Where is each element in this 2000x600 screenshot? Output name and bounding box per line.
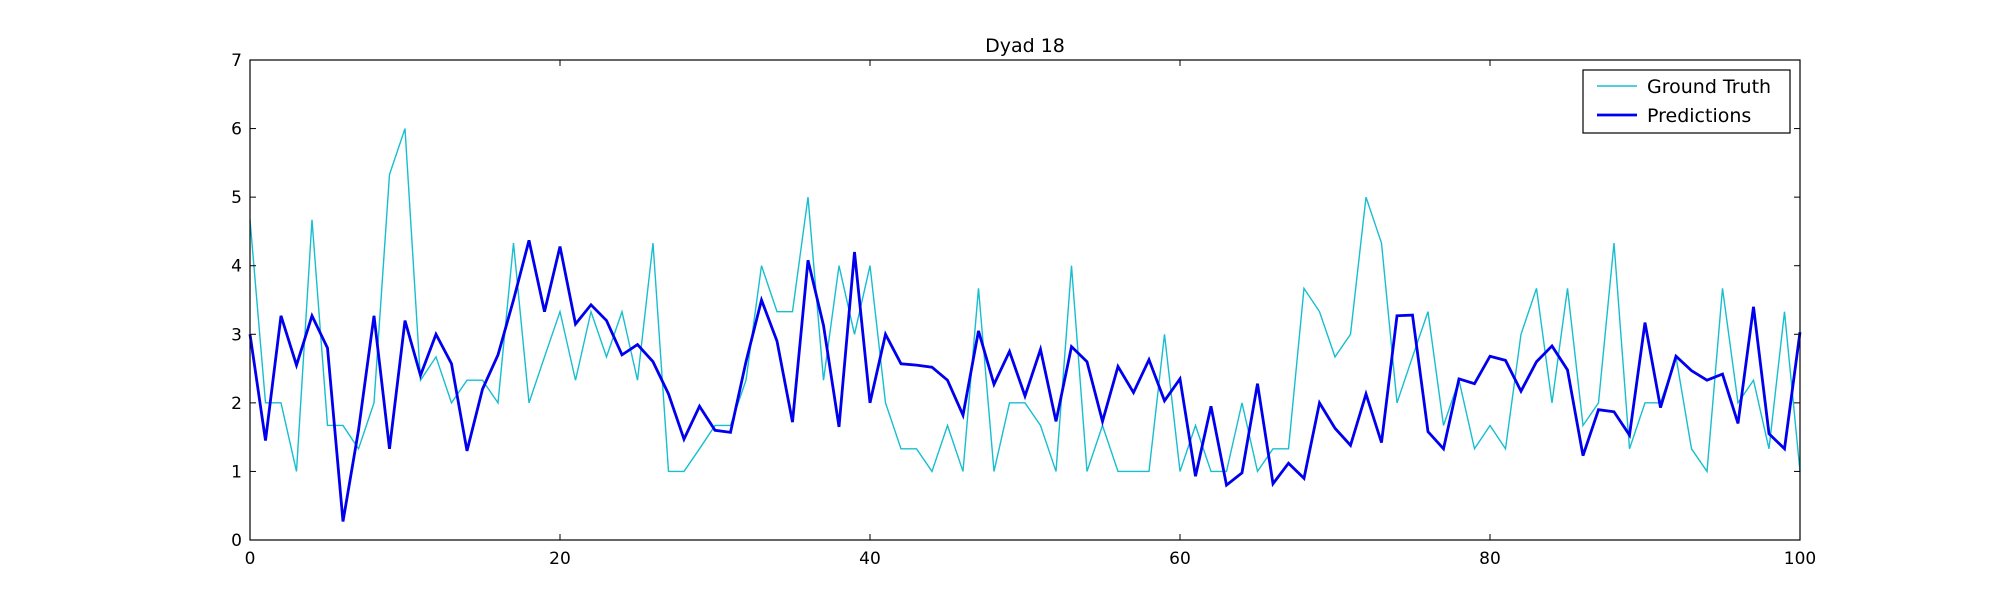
axis-layer: 0 20 40 60 80 100 0 1 2 3 4 5 6 7 <box>231 51 1816 569</box>
y-tick-label: 1 <box>231 462 242 482</box>
y-tick-label: 2 <box>231 394 242 414</box>
series-layer <box>248 128 1802 522</box>
y-tick-label: 6 <box>231 120 242 140</box>
y-tick-label: 0 <box>231 531 242 551</box>
x-tick-label: 60 <box>1169 549 1191 569</box>
y-tick-label: 5 <box>231 188 242 208</box>
y-tick-label: 3 <box>231 325 242 345</box>
x-tick-label: 80 <box>1479 549 1501 569</box>
x-tick-label: 100 <box>1784 549 1816 569</box>
x-tick-label: 20 <box>549 549 571 569</box>
x-tick-label: 0 <box>245 549 256 569</box>
plot-frame <box>249 59 1801 541</box>
legend-label-ground-truth: Ground Truth <box>1647 76 1771 98</box>
series-line-predictions <box>248 239 1802 522</box>
legend-label-predictions: Predictions <box>1647 105 1751 127</box>
y-tick-label: 4 <box>231 257 242 277</box>
legend: Ground Truth Predictions <box>1582 69 1791 134</box>
chart-title: Dyad 18 <box>985 35 1065 57</box>
x-tick-label: 40 <box>859 549 881 569</box>
y-tick-label: 7 <box>231 51 242 71</box>
legend-frame <box>1582 69 1791 134</box>
series-line-ground-truth <box>249 128 1801 474</box>
